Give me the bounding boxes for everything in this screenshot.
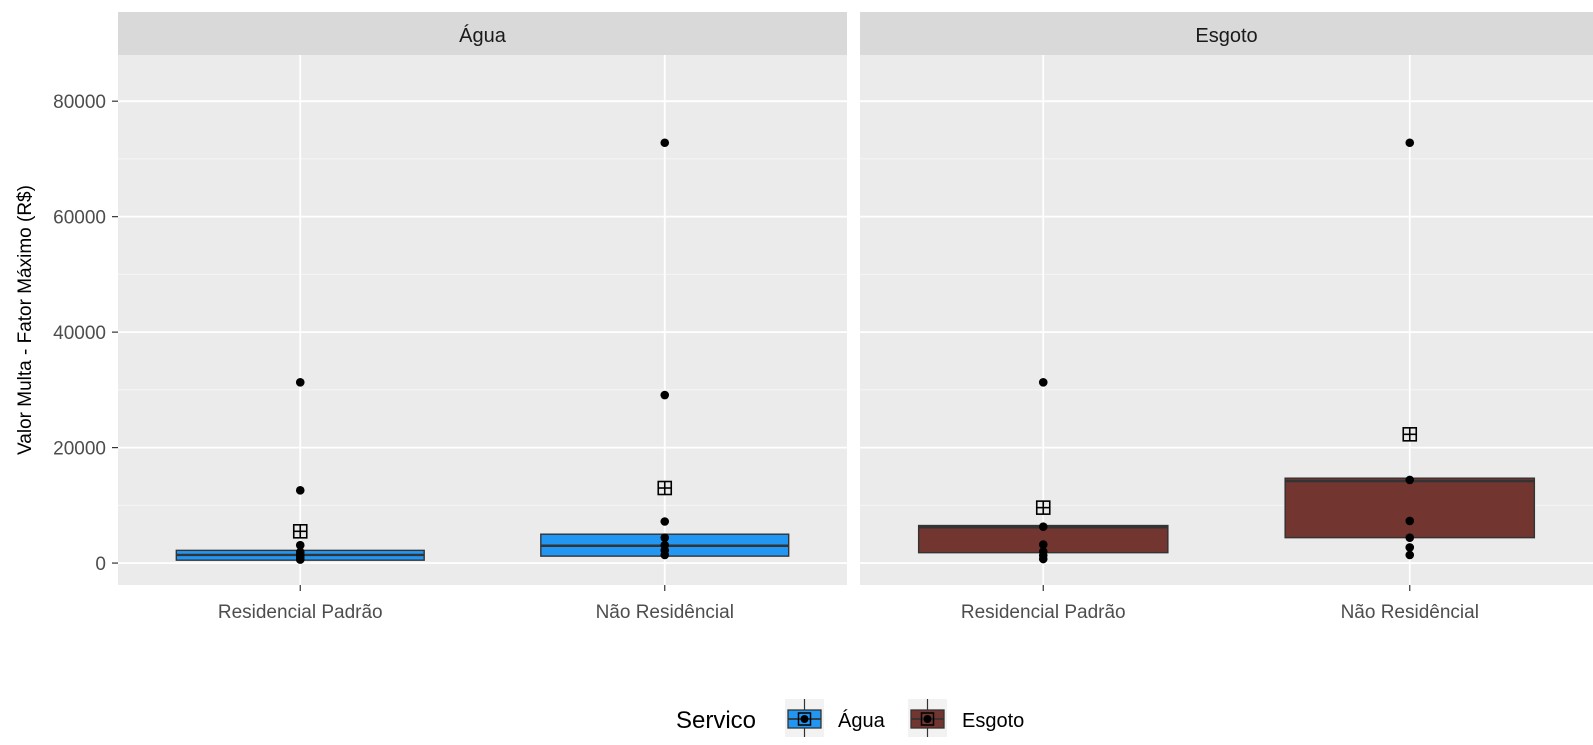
- y-tick-label: 60000: [53, 208, 106, 229]
- x-tick-label: Não Residêncial: [596, 602, 734, 623]
- data-point: [1405, 550, 1415, 560]
- legend-key-point: [800, 715, 809, 723]
- legend-key-point: [923, 715, 932, 723]
- panel-esgoto: Esgoto Residencial Padrão Não Residêncial: [860, 12, 1593, 623]
- facet-strip-label: Esgoto: [1195, 25, 1257, 47]
- y-tick-label: 20000: [53, 439, 106, 460]
- legend-key-esgoto: Esgoto: [908, 699, 1024, 737]
- data-point: [295, 555, 305, 564]
- data-point: [1405, 138, 1415, 148]
- y-tick-label: 40000: [53, 323, 106, 344]
- data-point: [1405, 516, 1415, 526]
- mean-marker: [1035, 500, 1051, 515]
- data-point: [660, 390, 670, 400]
- y-tick-label: 0: [95, 554, 106, 575]
- legend-label: Água: [838, 709, 886, 732]
- data-point: [295, 486, 305, 495]
- data-point: [660, 550, 670, 560]
- data-point: [660, 138, 670, 148]
- data-point: [295, 540, 305, 550]
- mean-marker: [1402, 427, 1418, 442]
- facet-strip: [860, 12, 1593, 55]
- x-tick-label: Residencial Padrão: [961, 602, 1126, 623]
- data-point: [1038, 540, 1048, 549]
- data-point: [1405, 543, 1415, 552]
- data-point: [660, 533, 670, 542]
- y-axis-title: Valor Multa - Fator Máximo (R$): [15, 185, 36, 455]
- data-point: [295, 378, 305, 387]
- facet-strip: [118, 12, 847, 55]
- facet-strip-label: Água: [459, 24, 507, 47]
- legend-title: Servico: [676, 707, 756, 734]
- legend-label: Esgoto: [962, 710, 1024, 732]
- panel-gua: Água Residencial Padrão Não Residêncial: [118, 12, 847, 623]
- data-point: [1038, 378, 1048, 387]
- data-point: [660, 517, 670, 526]
- panel-background: [118, 55, 847, 585]
- legend-key-mean: [920, 712, 935, 726]
- x-tick-label: Não Residêncial: [1341, 602, 1479, 623]
- data-point: [1405, 533, 1415, 542]
- data-point: [1038, 522, 1048, 531]
- y-axis: 0 20000 40000 60000 80000: [53, 92, 118, 575]
- legend-key-agua: Água: [785, 699, 886, 737]
- mean-marker: [657, 480, 673, 496]
- data-point: [1038, 554, 1048, 564]
- mean-marker: [292, 524, 308, 539]
- legend: Servico Água Esgoto: [676, 699, 1024, 737]
- data-point: [1405, 475, 1415, 485]
- legend-key-mean: [797, 712, 812, 726]
- box: [1284, 477, 1536, 539]
- y-tick-label: 80000: [53, 92, 106, 113]
- x-tick-label: Residencial Padrão: [218, 602, 383, 623]
